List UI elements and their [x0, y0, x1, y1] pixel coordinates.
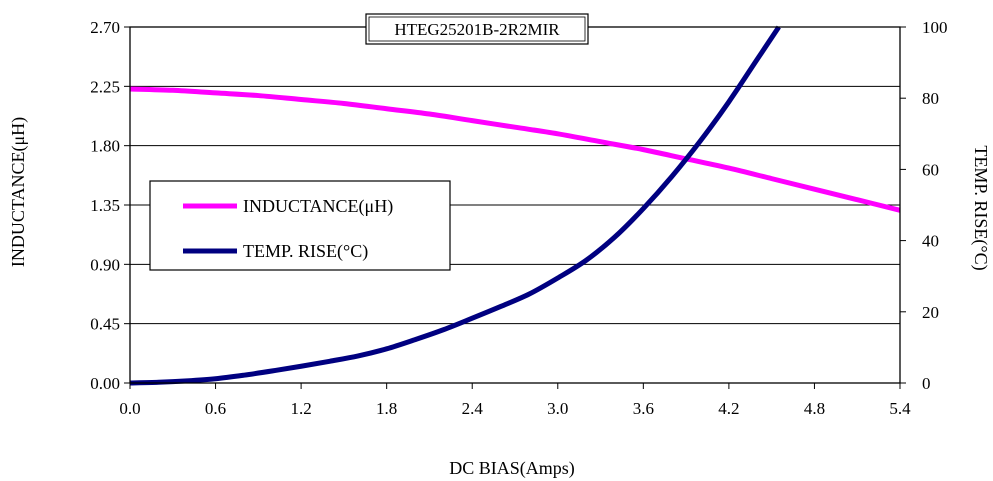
x-tick-label: 4.2 — [718, 399, 739, 418]
x-tick-label: 1.8 — [376, 399, 397, 418]
legend: INDUCTANCE(μH) TEMP. RISE(°C) — [149, 180, 451, 271]
chart-title: HTEG25201B-2R2MIR — [365, 13, 589, 45]
series-lines — [129, 25, 901, 386]
right-y-tick-label: 20 — [922, 303, 939, 322]
x-tick-label: 3.0 — [547, 399, 568, 418]
right-y-tick-label: 40 — [922, 232, 939, 251]
x-axis-ticks: 0.0 0.6 1.2 1.8 2.4 3.0 3.6 4.2 4.8 5.4 — [119, 383, 911, 418]
right-y-tick-label: 0 — [922, 374, 931, 393]
x-tick-label: 0.6 — [205, 399, 226, 418]
inductance-line — [129, 86, 901, 213]
left-y-axis-ticks: 0.00 0.45 0.90 1.35 1.80 2.25 2.70 — [90, 18, 130, 393]
left-y-tick-label: 0.00 — [90, 374, 120, 393]
chart-title-text: HTEG25201B-2R2MIR — [394, 20, 560, 39]
x-tick-label: 4.8 — [804, 399, 825, 418]
right-y-axis-ticks: 0 20 40 60 80 100 — [900, 18, 948, 393]
left-y-tick-label: 2.25 — [90, 77, 120, 96]
right-y-tick-label: 80 — [922, 89, 939, 108]
x-tick-label: 0.0 — [119, 399, 140, 418]
x-axis-title: DC BIAS(Amps) — [449, 458, 575, 479]
legend-label-inductance: INDUCTANCE(μH) — [243, 196, 393, 217]
left-y-tick-label: 1.35 — [90, 196, 120, 215]
legend-label-temp-rise: TEMP. RISE(°C) — [243, 241, 368, 262]
right-y-tick-label: 60 — [922, 160, 939, 179]
right-y-axis-title: TEMP. RISE(°C) — [970, 145, 991, 270]
left-y-tick-label: 2.70 — [90, 18, 120, 37]
left-y-axis-title: INDUCTANCE(μH) — [8, 117, 29, 267]
left-y-tick-label: 0.45 — [90, 315, 120, 334]
temp-rise-line — [129, 25, 781, 386]
x-tick-label: 5.4 — [889, 399, 911, 418]
right-y-tick-label: 100 — [922, 18, 948, 37]
x-tick-label: 1.2 — [290, 399, 311, 418]
x-tick-label: 2.4 — [462, 399, 484, 418]
x-tick-label: 3.6 — [633, 399, 654, 418]
left-y-tick-label: 1.80 — [90, 137, 120, 156]
left-y-tick-label: 0.90 — [90, 255, 120, 274]
